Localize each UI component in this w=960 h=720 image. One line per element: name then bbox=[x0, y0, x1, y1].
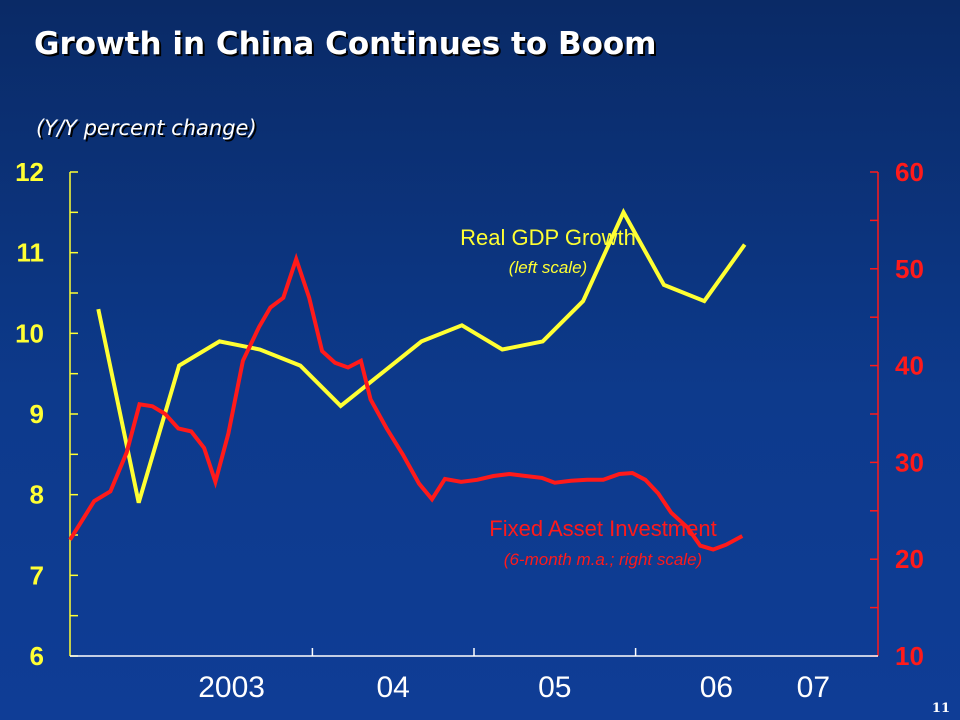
left-tick-label: 12 bbox=[15, 157, 44, 187]
left-tick-label: 6 bbox=[30, 641, 44, 671]
x-tick-label: 05 bbox=[538, 671, 571, 704]
x-tick-label: 2003 bbox=[198, 671, 265, 704]
left-tick-label: 10 bbox=[15, 318, 44, 348]
right-tick-label: 20 bbox=[895, 544, 924, 574]
chart-axes: 6 7 8 9 10 11 12 10 20 30 40 50 60 2003 04 05 06 07 bbox=[15, 157, 924, 704]
left-tick-label: 8 bbox=[30, 480, 44, 510]
right-tick-label: 60 bbox=[895, 157, 924, 187]
slide-title: Growth in China Continues to Boom bbox=[34, 26, 657, 62]
page-number: 11 bbox=[931, 701, 950, 716]
right-tick-label: 40 bbox=[895, 351, 924, 381]
fai-series-line bbox=[68, 252, 744, 552]
left-tick-label: 9 bbox=[30, 399, 44, 429]
right-tick-label: 50 bbox=[895, 254, 924, 284]
slide-subtitle: (Y/Y percent change) bbox=[36, 116, 257, 140]
fai-series-label: Fixed Asset Investment bbox=[489, 516, 716, 541]
left-tick-label: 7 bbox=[30, 560, 44, 590]
left-tick-label: 11 bbox=[17, 238, 45, 268]
right-tick-label: 10 bbox=[895, 641, 924, 671]
gdp-series-label: Real GDP Growth bbox=[460, 225, 636, 250]
x-tick-label: 06 bbox=[700, 671, 733, 704]
right-tick-label: 30 bbox=[895, 447, 924, 477]
chart-series bbox=[68, 207, 747, 552]
gdp-series-note: (left scale) bbox=[509, 258, 587, 277]
x-tick-label: 07 bbox=[797, 671, 830, 704]
x-tick-label: 04 bbox=[377, 671, 410, 704]
gdp-series-line bbox=[96, 207, 747, 504]
chart-annotations: Real GDP Growth (left scale) Fixed Asset… bbox=[460, 225, 717, 569]
fai-series-note: (6-month m.a.; right scale) bbox=[504, 550, 702, 569]
